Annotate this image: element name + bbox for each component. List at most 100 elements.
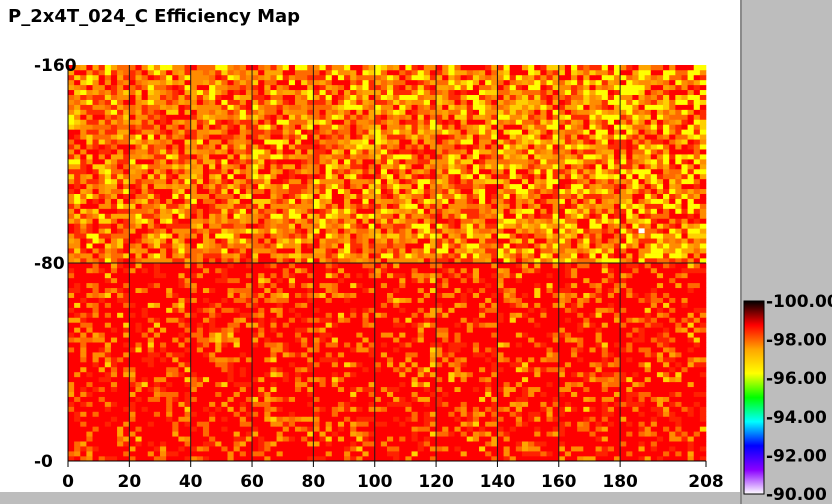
heatmap-cell xyxy=(675,243,682,249)
heatmap-cell xyxy=(534,396,541,402)
heatmap-cell xyxy=(479,391,486,397)
heatmap-cell xyxy=(190,243,198,249)
heatmap-cell xyxy=(571,337,578,343)
heatmap-cell xyxy=(571,307,578,313)
heatmap-cell xyxy=(68,243,75,249)
heatmap-cell xyxy=(313,297,320,303)
heatmap-cell xyxy=(184,302,191,308)
heatmap-cell xyxy=(221,426,228,432)
heatmap-cell xyxy=(411,327,418,333)
heatmap-cell xyxy=(92,411,99,417)
heatmap-cell xyxy=(313,352,320,358)
heatmap-cell xyxy=(325,287,333,293)
heatmap-cell xyxy=(583,332,590,338)
heatmap-cell xyxy=(184,327,191,333)
heatmap-cell xyxy=(589,307,596,313)
heatmap-cell xyxy=(172,337,179,343)
heatmap-cell xyxy=(368,376,376,383)
heatmap-cell xyxy=(160,411,167,417)
heatmap-cell xyxy=(337,258,345,264)
heatmap-cell xyxy=(86,337,93,343)
heatmap-cell xyxy=(264,366,271,373)
heatmap-cell xyxy=(546,401,553,407)
heatmap-cell xyxy=(307,376,314,383)
heatmap-cell xyxy=(178,287,185,293)
heatmap-cell xyxy=(380,322,388,328)
heatmap-cell xyxy=(276,282,284,289)
heatmap-cell xyxy=(270,282,277,289)
heatmap-cell xyxy=(92,436,99,442)
heatmap-cell xyxy=(160,243,167,249)
heatmap-cell xyxy=(270,307,277,313)
heatmap-cell xyxy=(558,376,566,383)
heatmap-cell xyxy=(276,426,284,432)
heatmap-cell xyxy=(331,287,339,293)
heatmap-cell xyxy=(282,317,290,323)
heatmap-cell xyxy=(607,282,615,289)
heatmap-cell xyxy=(288,362,296,368)
heatmap-cell xyxy=(221,386,228,392)
heatmap-cell xyxy=(577,307,584,313)
heatmap-cell xyxy=(307,307,314,313)
heatmap-cell xyxy=(699,342,707,348)
heatmap-cell xyxy=(74,337,81,343)
heatmap-cell xyxy=(239,307,247,313)
heatmap-cell xyxy=(166,253,173,259)
heatmap-cell xyxy=(313,411,320,417)
heatmap-cell xyxy=(368,282,376,289)
heatmap-cell xyxy=(239,421,247,427)
heatmap-cell xyxy=(485,396,492,402)
heatmap-cell xyxy=(331,243,339,249)
heatmap-cell xyxy=(319,263,326,269)
heatmap-cell xyxy=(515,451,523,457)
heatmap-cell xyxy=(356,297,363,303)
heatmap-cell xyxy=(558,327,566,333)
heatmap-cell xyxy=(479,287,486,293)
heatmap-cell xyxy=(442,317,449,323)
heatmap-cell xyxy=(491,258,498,264)
heatmap-cell xyxy=(325,352,333,358)
heatmap-cell xyxy=(350,302,357,308)
heatmap-cell xyxy=(393,396,400,402)
heatmap-cell xyxy=(239,267,247,274)
heatmap-cell xyxy=(669,406,676,412)
heatmap-cell xyxy=(552,376,560,383)
heatmap-cell xyxy=(479,258,486,264)
heatmap-cell xyxy=(209,406,216,412)
heatmap-cell xyxy=(669,238,676,244)
heatmap-cell xyxy=(141,238,149,244)
heatmap-cell xyxy=(117,327,124,333)
heatmap-cell xyxy=(417,297,425,303)
heatmap-cell xyxy=(252,302,259,308)
heatmap-cell xyxy=(245,317,253,323)
heatmap-cell xyxy=(699,436,707,442)
heatmap-cell xyxy=(190,322,198,328)
heatmap-cell xyxy=(491,406,498,412)
heatmap-cell xyxy=(209,451,216,457)
heatmap-cell xyxy=(521,362,529,368)
heatmap-cell xyxy=(681,317,688,323)
heatmap-cell xyxy=(448,421,455,427)
heatmap-cell xyxy=(356,307,363,313)
heatmap-cell xyxy=(442,376,449,383)
heatmap-cell xyxy=(301,292,308,298)
heatmap-cell xyxy=(74,371,81,378)
heatmap-cell xyxy=(276,327,284,333)
heatmap-cell xyxy=(319,317,326,323)
heatmap-cell xyxy=(86,436,93,442)
heatmap-cell xyxy=(460,347,468,353)
heatmap-cell xyxy=(436,258,443,264)
heatmap-cell xyxy=(663,292,670,298)
heatmap-cell xyxy=(669,243,676,249)
heatmap-cell xyxy=(509,421,517,427)
heatmap-cell xyxy=(325,436,333,442)
heatmap-cell xyxy=(509,243,517,249)
heatmap-cell xyxy=(258,436,265,442)
heatmap-cell xyxy=(245,391,253,397)
heatmap-cell xyxy=(92,381,99,388)
heatmap-cell xyxy=(368,297,376,303)
heatmap-cell xyxy=(380,342,388,348)
heatmap-cell xyxy=(644,267,652,274)
heatmap-cell xyxy=(258,352,265,358)
heatmap-cell xyxy=(221,267,228,274)
